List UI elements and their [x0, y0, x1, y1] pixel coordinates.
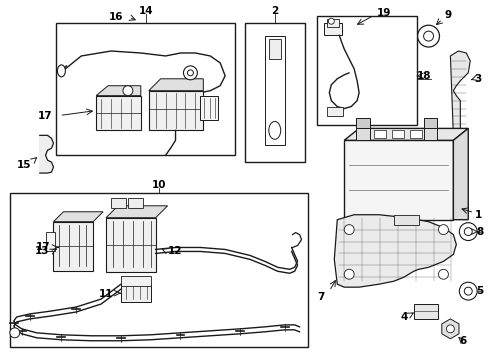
Circle shape — [463, 228, 471, 235]
Text: 17: 17 — [36, 243, 51, 252]
Text: 17: 17 — [38, 111, 53, 121]
Bar — [106, 218, 155, 272]
Bar — [268, 39, 280, 59]
Text: 7: 7 — [317, 292, 325, 302]
Text: 13: 13 — [34, 247, 49, 256]
Bar — [317, 16, 416, 125]
Text: 18: 18 — [415, 71, 430, 81]
Bar — [45, 231, 55, 251]
Bar — [121, 276, 150, 286]
Polygon shape — [334, 215, 455, 287]
Bar — [355, 118, 369, 130]
Bar — [373, 130, 385, 138]
Bar — [148, 91, 203, 130]
Circle shape — [458, 223, 476, 240]
Text: 19: 19 — [376, 8, 390, 18]
Bar — [355, 129, 369, 140]
Polygon shape — [106, 206, 167, 218]
Circle shape — [417, 25, 439, 47]
Text: 8: 8 — [476, 226, 483, 237]
Text: 16: 16 — [108, 12, 123, 22]
Polygon shape — [96, 86, 141, 96]
Circle shape — [446, 325, 453, 333]
Bar — [53, 222, 93, 271]
Text: 12: 12 — [168, 247, 183, 256]
Bar — [393, 215, 418, 225]
Circle shape — [327, 18, 334, 24]
Bar — [10, 193, 307, 347]
Circle shape — [458, 282, 476, 300]
Ellipse shape — [268, 121, 280, 139]
Circle shape — [438, 225, 447, 235]
Bar — [264, 36, 284, 145]
Polygon shape — [344, 129, 468, 140]
Polygon shape — [40, 135, 53, 173]
Bar — [409, 130, 421, 138]
Bar — [96, 96, 141, 130]
Circle shape — [344, 225, 353, 235]
Polygon shape — [452, 129, 468, 220]
Circle shape — [187, 70, 193, 76]
Bar — [423, 118, 437, 130]
Ellipse shape — [57, 65, 65, 77]
Circle shape — [122, 86, 133, 96]
Text: 14: 14 — [138, 6, 153, 16]
Bar — [326, 19, 339, 27]
Bar — [324, 23, 342, 35]
Bar — [423, 129, 437, 140]
Text: 10: 10 — [151, 180, 165, 190]
Text: 3: 3 — [473, 74, 481, 84]
Circle shape — [463, 287, 471, 295]
Text: 1: 1 — [473, 210, 481, 220]
Polygon shape — [441, 319, 458, 339]
Bar — [326, 107, 343, 117]
Polygon shape — [148, 79, 203, 91]
Polygon shape — [449, 51, 469, 135]
Circle shape — [344, 269, 353, 279]
Bar — [413, 304, 438, 319]
Circle shape — [423, 31, 433, 41]
Circle shape — [10, 328, 20, 338]
Text: 5: 5 — [476, 286, 483, 296]
Bar — [244, 23, 304, 162]
Bar — [391, 130, 403, 138]
Text: 11: 11 — [99, 289, 113, 299]
Text: 9: 9 — [444, 10, 451, 20]
Bar — [111, 198, 126, 208]
Bar — [200, 96, 218, 121]
Circle shape — [183, 66, 197, 80]
Polygon shape — [53, 212, 103, 222]
Bar — [56, 23, 235, 155]
Bar — [344, 140, 452, 220]
Bar — [128, 198, 142, 208]
Text: 4: 4 — [399, 312, 407, 322]
Text: 2: 2 — [270, 6, 278, 16]
Text: 6: 6 — [459, 336, 466, 346]
Text: 15: 15 — [17, 160, 31, 170]
Bar — [121, 284, 150, 302]
Circle shape — [438, 269, 447, 279]
